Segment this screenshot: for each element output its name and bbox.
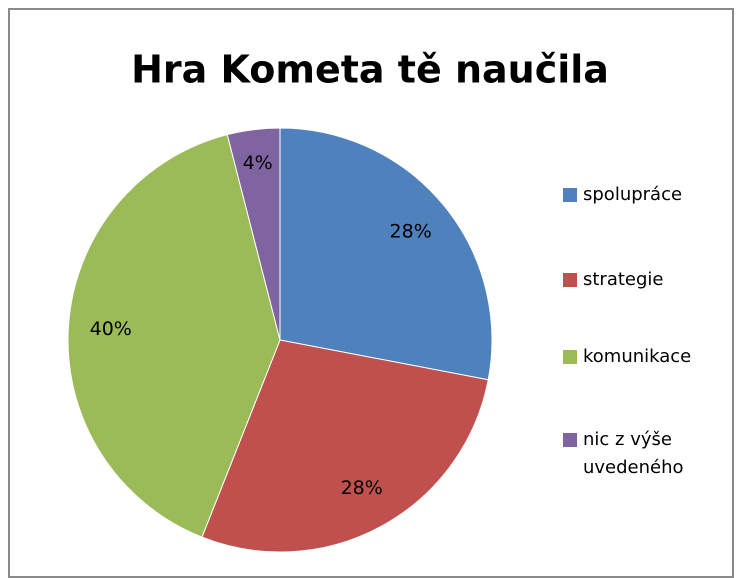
legend-label: strategie	[583, 269, 664, 290]
legend-label: nic z výše uvedeného	[583, 429, 684, 478]
legend-label: komunikace	[583, 346, 692, 367]
pie-slice	[279, 127, 493, 381]
legend-swatch	[563, 433, 577, 447]
legend-swatch	[563, 188, 577, 202]
data-label: 4%	[243, 152, 273, 174]
pie-slice	[67, 134, 281, 538]
legend-swatch	[563, 350, 577, 364]
pie-slice	[201, 339, 489, 553]
legend-label: spolupráce	[583, 184, 683, 205]
data-label: 28%	[341, 477, 383, 499]
chart-area: Hra Kometa tě naučila 28% 28% 40% 4% spolup…	[8, 8, 734, 578]
chart: Hra Kometa tě naučila 28% 28% 40% 4%	[67, 48, 609, 553]
pie-slice	[226, 127, 281, 341]
chart-title: Hra Kometa tě naučila	[131, 48, 609, 92]
data-label: 28%	[390, 220, 432, 242]
data-label: 40%	[90, 318, 132, 340]
legend-swatch	[563, 273, 577, 287]
